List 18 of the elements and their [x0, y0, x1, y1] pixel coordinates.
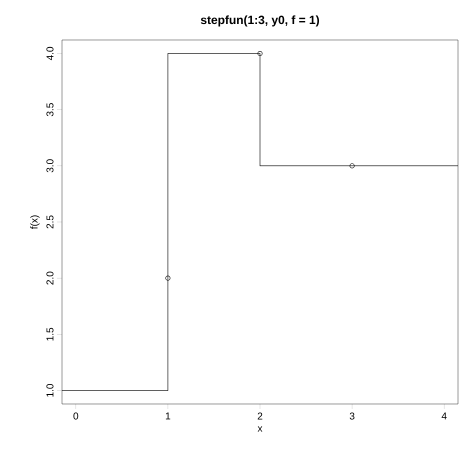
- x-tick-label: 2: [258, 412, 262, 420]
- y-tick-label: 4.0: [46, 46, 54, 60]
- x-tick-label: 1: [166, 412, 170, 420]
- x-tick-label: 4: [442, 412, 447, 420]
- x-axis-title: x: [258, 426, 262, 432]
- chart-title: stepfun(1:3, y0, f = 1): [200, 15, 320, 26]
- y-tick-label: 3.0: [46, 159, 54, 172]
- y-axis-title: f(x): [30, 215, 40, 230]
- point: [258, 50, 262, 56]
- y-tick-label: 1.0: [46, 384, 54, 397]
- y-tick-label: 2.0: [46, 272, 54, 285]
- point: [165, 276, 170, 281]
- point: [350, 163, 355, 168]
- y-tick-label: 3.5: [46, 103, 54, 116]
- x-tick-label: 0: [73, 412, 78, 420]
- y-tick-label: 2.5: [46, 215, 54, 228]
- x-tick-label: 3: [350, 412, 354, 420]
- y-tick-label: 1.5: [46, 328, 54, 341]
